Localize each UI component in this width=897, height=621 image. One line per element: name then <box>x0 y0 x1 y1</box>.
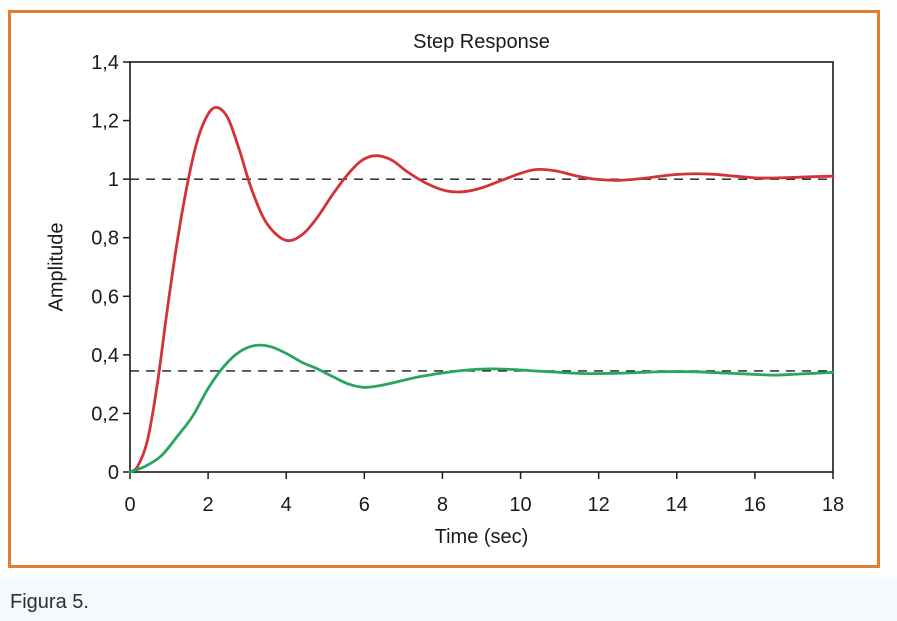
y-tick-label: 1,4 <box>91 52 119 74</box>
footer-strip <box>0 577 897 621</box>
x-tick-label: 18 <box>822 494 844 516</box>
x-tick-label: 6 <box>359 494 370 516</box>
y-tick-label: 0,8 <box>91 228 119 250</box>
y-tick-label: 1 <box>108 169 119 191</box>
x-tick-label: 0 <box>124 494 135 516</box>
figure-frame <box>8 10 880 568</box>
red-response-line <box>128 106 835 474</box>
x-tick-label: 8 <box>437 494 448 516</box>
y-tick-label: 0,2 <box>91 403 119 425</box>
y-axis-label: Amplitude <box>45 222 68 312</box>
x-tick-label: 2 <box>203 494 214 516</box>
x-tick-label: 14 <box>666 494 688 516</box>
x-tick-label: 10 <box>509 494 531 516</box>
plot-frame <box>129 61 834 473</box>
chart-title: Step Response <box>413 31 550 53</box>
y-tick-label: 0 <box>108 462 119 484</box>
x-tick-label: 16 <box>744 494 766 516</box>
green-response-line <box>128 343 835 474</box>
y-tick-label: 0,6 <box>91 286 119 308</box>
figure-caption: Figura 5. <box>10 591 89 613</box>
x-tick-label: 12 <box>588 494 610 516</box>
x-axis-label: Time (sec) <box>434 526 529 548</box>
y-tick-label: 0,4 <box>91 345 119 367</box>
y-tick-label: 1,2 <box>91 111 119 133</box>
x-tick-label: 4 <box>281 494 292 516</box>
